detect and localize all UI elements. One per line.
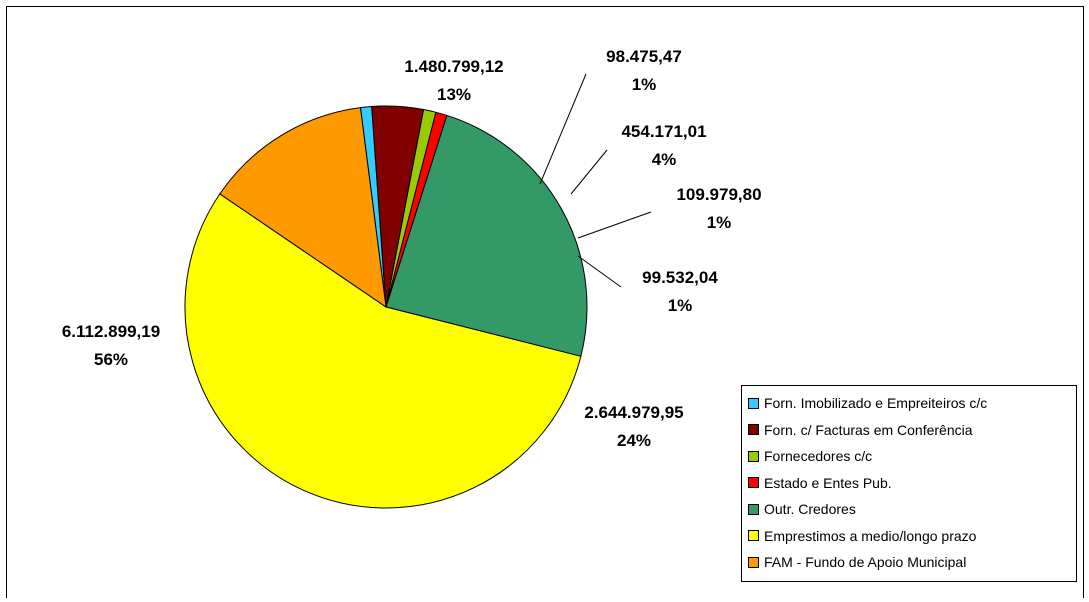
legend-item-6: Emprestimos a medio/longo prazo: [748, 523, 1076, 550]
percent-label-5: 24%: [617, 431, 651, 450]
legend-swatch: [748, 530, 759, 542]
legend-label: Fornecedores c/c: [764, 448, 873, 465]
legend-item-2: Forn. c/ Facturas em Conferência: [748, 417, 1076, 444]
legend-swatch: [748, 397, 759, 409]
leader-line-4: [577, 255, 622, 288]
percent-label-1: 1%: [632, 75, 657, 94]
pie-slice-5: [385, 114, 588, 357]
percent-label-6: 56%: [94, 350, 128, 369]
legend-swatch: [748, 503, 759, 515]
pie-slice-6: [184, 193, 582, 509]
legend-label: Outr. Credores: [764, 501, 856, 518]
legend: Forn. Imobilizado e Empreiteiros c/c Forn…: [741, 385, 1077, 582]
value-label-6: 6.112.899,19: [62, 322, 160, 341]
percent-label-7: 13%: [437, 85, 471, 104]
value-label-1: 98.475,47: [606, 47, 682, 66]
pie-slice-7: [219, 107, 387, 309]
leader-lines: [539, 73, 652, 288]
legend-item-4: Estado e Entes Pub.: [748, 470, 1076, 497]
legend-label: Estado e Entes Pub.: [764, 474, 892, 491]
pie-slices: [184, 105, 588, 509]
legend-swatch: [748, 450, 759, 462]
leader-line-3: [577, 211, 652, 239]
legend-swatch: [748, 556, 759, 568]
value-label-5: 2.644.979,95: [584, 403, 683, 422]
legend-item-3: Fornecedores c/c: [748, 443, 1076, 470]
legend-label: Forn. c/ Facturas em Conferência: [764, 421, 973, 438]
data-labels: 98.475,47 1% 454.171,01 4% 109.979,80 1% 99.53…: [62, 47, 762, 450]
legend-item-1: Forn. Imobilizado e Empreiteiros c/c: [748, 390, 1076, 417]
legend-swatch: [748, 477, 759, 489]
leader-line-2: [570, 149, 608, 195]
value-label-4: 99.532,04: [642, 268, 718, 287]
leader-line-1: [539, 73, 587, 185]
legend-label: FAM - Fundo de Apoio Municipal: [764, 554, 967, 571]
value-label-2: 454.171,01: [621, 122, 706, 141]
value-label-3: 109.979,80: [676, 185, 761, 204]
percent-label-2: 4%: [652, 150, 677, 169]
value-label-7: 1.480.799,12: [404, 57, 503, 76]
legend-item-7: FAM - Fundo de Apoio Municipal: [748, 549, 1076, 576]
percent-label-4: 1%: [668, 296, 693, 315]
percent-label-3: 1%: [707, 213, 732, 232]
legend-item-5: Outr. Credores: [748, 496, 1076, 523]
legend-swatch: [748, 424, 759, 436]
legend-label: Forn. Imobilizado e Empreiteiros c/c: [764, 395, 988, 412]
legend-label: Emprestimos a medio/longo prazo: [764, 527, 977, 544]
